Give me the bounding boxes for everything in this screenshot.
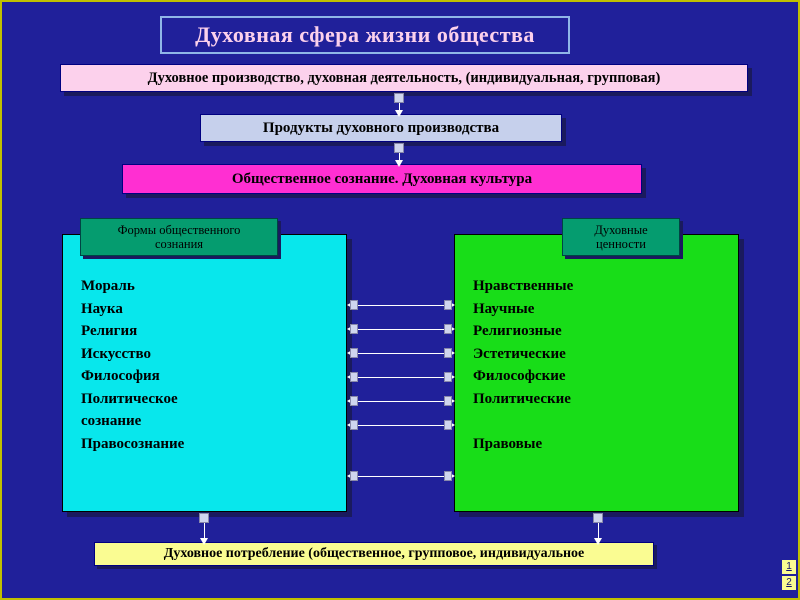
h-arrow-cap-right (444, 396, 452, 406)
bar-production: Духовное производство, духовная деятельн… (60, 64, 748, 92)
v-arrow-base (394, 93, 404, 103)
right-item: Научные (473, 298, 738, 321)
h-arrow-line (352, 401, 450, 402)
h-arrow-cap-right (444, 372, 452, 382)
left-item: Политическое (81, 388, 346, 411)
v-arrow-tip (395, 160, 403, 167)
h-arrow-cap-left (350, 372, 358, 382)
h-arrow-cap-left (350, 396, 358, 406)
left-item: сознание (81, 410, 346, 433)
h-arrow-cap-right (444, 471, 452, 481)
right-item (473, 410, 738, 433)
left-item: Правосознание (81, 433, 346, 456)
right-item: Религиозные (473, 320, 738, 343)
h-arrow-line (352, 476, 450, 477)
v-arrow-tip (200, 538, 208, 545)
left-tab: Формы общественного сознания (80, 218, 278, 256)
right-item: Политические (473, 388, 738, 411)
right-item: Эстетические (473, 343, 738, 366)
bar-consumption: Духовное потребление (общественное, груп… (94, 542, 654, 566)
h-arrow-line (352, 353, 450, 354)
h-arrow-cap-left (350, 348, 358, 358)
h-arrow-cap-right (444, 300, 452, 310)
left-item: Наука (81, 298, 346, 321)
left-item: Религия (81, 320, 346, 343)
v-arrow-base (593, 513, 603, 523)
left-item: Искусство (81, 343, 346, 366)
h-arrow-cap-left (350, 471, 358, 481)
diagram-canvas: Духовная сфера жизни общества Духовное пр… (0, 0, 800, 600)
right-item: Правовые (473, 433, 738, 456)
h-arrow-line (352, 377, 450, 378)
h-arrow-line (352, 305, 450, 306)
h-arrow-cap-left (350, 420, 358, 430)
left-item: Философия (81, 365, 346, 388)
h-arrow-line (352, 425, 450, 426)
h-arrow-cap-right (444, 420, 452, 430)
bar-products: Продукты духовного производства (200, 114, 562, 142)
v-arrow-base (199, 513, 209, 523)
right-item: Нравственные (473, 275, 738, 298)
right-tab: Духовные ценности (562, 218, 680, 256)
slide-number: 2 (782, 576, 796, 590)
h-arrow-cap-right (444, 348, 452, 358)
h-arrow-cap-left (350, 300, 358, 310)
bar-consciousness: Общественное сознание. Духовная культура (122, 164, 642, 194)
left-block: МоральНаукаРелигияИскусствоФилософияПоли… (62, 234, 347, 512)
diagram-title: Духовная сфера жизни общества (160, 16, 570, 54)
v-arrow-base (394, 143, 404, 153)
v-arrow-tip (395, 110, 403, 117)
right-block: НравственныеНаучныеРелигиозныеЭстетическ… (454, 234, 739, 512)
h-arrow-cap-right (444, 324, 452, 334)
left-item: Мораль (81, 275, 346, 298)
slide-number: 1 (782, 560, 796, 574)
h-arrow-line (352, 329, 450, 330)
v-arrow-tip (594, 538, 602, 545)
right-item: Философские (473, 365, 738, 388)
h-arrow-cap-left (350, 324, 358, 334)
